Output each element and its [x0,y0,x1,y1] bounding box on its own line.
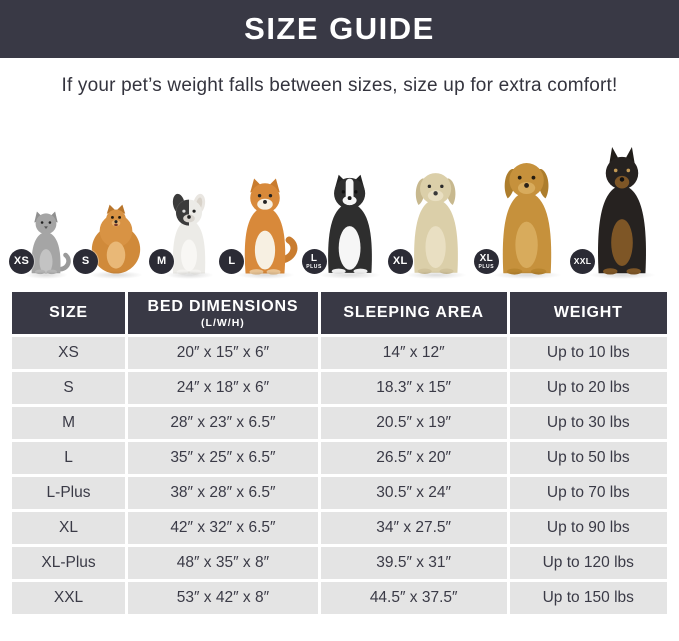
bed-dimensions-cell: 24″ x 18″ x 6″ [128,372,318,404]
french-bulldog-illustration [173,193,206,275]
size-badge-label: L [310,252,318,264]
size-badge-m: M [149,249,175,274]
sleeping-area-cell: 34″ x 27.5″ [320,512,507,544]
bed-dimensions-cell: 42″ x 32″ x 6.5″ [128,512,318,544]
animal-labrador-xl: XL [387,167,473,279]
sleeping-area-cell: 14″ x 12″ [320,337,507,369]
size-badge-label: M [157,255,167,267]
sleeping-area-cell: 20.5″ x 19″ [320,407,507,439]
size-badge-label: XS [13,255,30,267]
bed-dimensions-cell: 20″ x 15″ x 6″ [128,337,318,369]
size-badge-label: L [228,255,236,267]
weight-cell: Up to 120 lbs [509,547,667,579]
shiba-inu-illustration [245,178,298,275]
column-header-weight: WEIGHT [509,292,667,334]
bed-dimensions-cell: 53″ x 42″ x 8″ [128,582,318,614]
table-row: XS 20″ x 15″ x 6″ 14″ x 12″ Up to 10 lbs [12,337,667,369]
animal-doberman-xxl: XXL [569,147,663,279]
size-badge-xl-plus: XL PLUS [473,249,499,274]
animal-shiba-inu-l: L [219,177,300,279]
size-cell: S [12,372,126,404]
animal-cat-xs: XS [9,209,72,279]
size-guide-table: SIZE BED DIMENSIONS (L/W/H) SLEEPING ARE… [9,289,670,617]
table-row: XXL 53″ x 42″ x 8″ 44.5″ x 37.5″ Up to 1… [12,582,667,614]
table-header-row: SIZE BED DIMENSIONS (L/W/H) SLEEPING ARE… [12,292,667,334]
size-badge-label: XL [479,252,494,264]
animal-border-collie-l-plus: L PLUS [301,171,387,279]
weight-cell: Up to 90 lbs [509,512,667,544]
weight-cell: Up to 10 lbs [509,337,667,369]
bed-dimensions-cell: 35″ x 25″ x 6.5″ [128,442,318,474]
size-badge-l-plus: L PLUS [301,249,327,274]
table-row: S 24″ x 18″ x 6″ 18.3″ x 15″ Up to 20 lb… [12,372,667,404]
size-cell: L-Plus [12,477,126,509]
size-badge-xs: XS [9,249,34,274]
weight-cell: Up to 50 lbs [509,442,667,474]
size-badge-sublabel: PLUS [306,263,322,270]
animal-golden-retriever-xl-plus: XL PLUS [473,157,569,279]
size-badge-label: XL [392,255,408,267]
weight-cell: Up to 70 lbs [509,477,667,509]
bed-dimensions-cell: 28″ x 23″ x 6.5″ [128,407,318,439]
weight-cell: Up to 20 lbs [509,372,667,404]
column-header-label: SLEEPING AREA [343,304,484,321]
sleeping-area-cell: 44.5″ x 37.5″ [320,582,507,614]
pomeranian-illustration [91,204,141,274]
column-header-sublabel: (L/W/H) [201,316,245,329]
border-collie-illustration [327,174,372,275]
animal-french-bulldog-m: M [149,193,218,279]
column-header-label: WEIGHT [553,304,623,321]
size-badge-label: S [81,255,90,267]
column-header-label: SIZE [49,304,88,321]
sleeping-area-cell: 30.5″ x 24″ [320,477,507,509]
table-row: XL 42″ x 32″ x 6.5″ 34″ x 27.5″ Up to 90… [12,512,667,544]
pet-size-illustrations: XS S [0,113,679,289]
sleeping-area-cell: 26.5″ x 20″ [320,442,507,474]
size-badge-label: XXL [573,256,592,267]
size-cell: XL [12,512,126,544]
column-header-size: SIZE [12,292,126,334]
size-badge-s: S [73,249,99,274]
column-header-label: BED DIMENSIONS [147,297,299,315]
size-badge-sublabel: PLUS [478,263,495,270]
bed-dimensions-cell: 48″ x 35″ x 8″ [128,547,318,579]
sleeping-area-cell: 18.3″ x 15″ [320,372,507,404]
labrador-illustration [413,173,458,274]
column-header-sleeping-area: SLEEPING AREA [320,292,507,334]
size-cell: XL-Plus [12,547,126,579]
table-row: L-Plus 38″ x 28″ x 6.5″ 30.5″ x 24″ Up t… [12,477,667,509]
bed-dimensions-cell: 38″ x 28″ x 6.5″ [128,477,318,509]
subtitle-text: If your pet’s weight falls between sizes… [61,74,618,96]
page-title: SIZE GUIDE [244,11,435,46]
column-header-bed-dimensions: BED DIMENSIONS (L/W/H) [128,292,318,334]
size-cell: M [12,407,126,439]
table-row: XL-Plus 48″ x 35″ x 8″ 39.5″ x 31″ Up to… [12,547,667,579]
size-cell: L [12,442,126,474]
size-badge-xxl: XXL [569,249,595,274]
weight-cell: Up to 30 lbs [509,407,667,439]
sleeping-area-cell: 39.5″ x 31″ [320,547,507,579]
size-cell: XS [12,337,126,369]
size-badge-xl: XL [387,249,413,274]
size-cell: XXL [12,582,126,614]
title-bar: SIZE GUIDE [0,0,679,58]
animal-pomeranian-s: S [73,201,148,279]
table-row: M 28″ x 23″ x 6.5″ 20.5″ x 19″ Up to 30 … [12,407,667,439]
table-row: L 35″ x 25″ x 6.5″ 26.5″ x 20″ Up to 50 … [12,442,667,474]
size-badge-l: L [219,249,245,274]
weight-cell: Up to 150 lbs [509,582,667,614]
